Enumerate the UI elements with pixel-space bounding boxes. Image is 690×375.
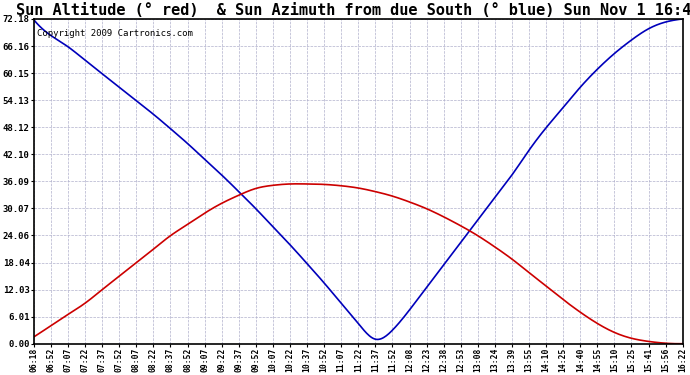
Title: Sun Altitude (° red)  & Sun Azimuth from due South (° blue) Sun Nov 1 16:44: Sun Altitude (° red) & Sun Azimuth from …	[16, 3, 690, 18]
Text: Copyright 2009 Cartronics.com: Copyright 2009 Cartronics.com	[37, 28, 193, 38]
